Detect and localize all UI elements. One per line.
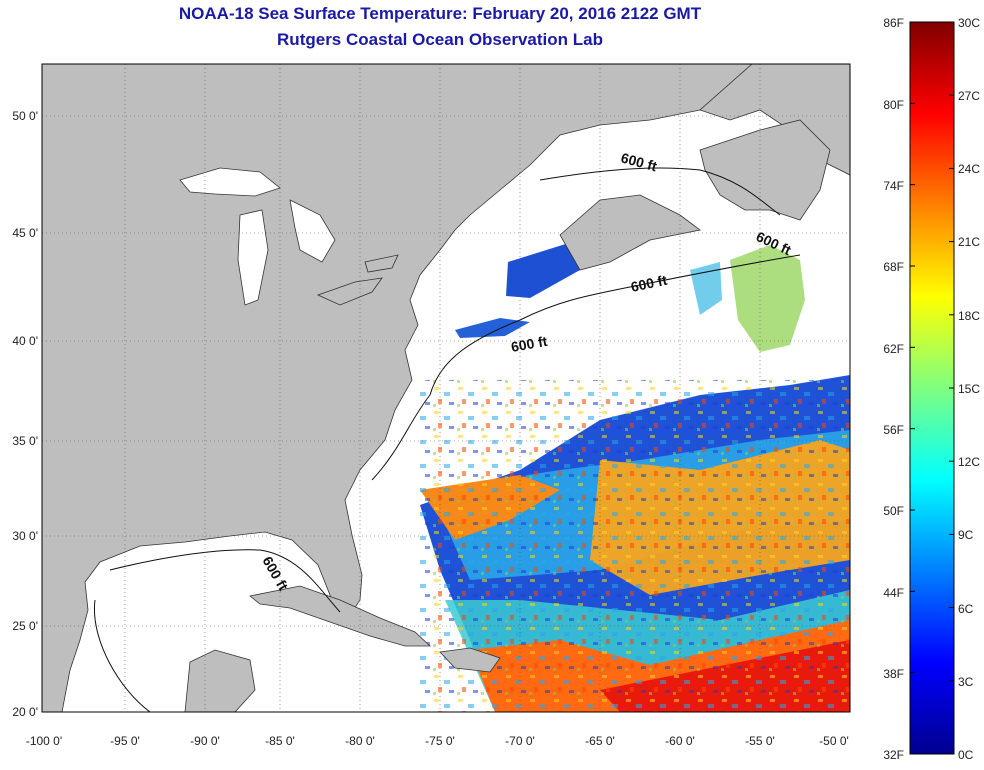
lat-tick-label: 20 0' <box>12 705 38 719</box>
c-label: 30C <box>958 16 980 30</box>
isobath-label: 600 ft <box>510 333 549 355</box>
lat-tick-label: 30 0' <box>12 529 38 543</box>
lat-tick-label: 40 0' <box>12 334 38 348</box>
lon-tick-label: -80 0' <box>345 734 375 748</box>
great-lakes <box>179 167 399 306</box>
lon-tick-label: -70 0' <box>505 734 535 748</box>
lon-tick-label: -100 0' <box>26 734 62 748</box>
isobath-600ft <box>93 167 801 712</box>
fahrenheit-labels: 86F 80F 74F 68F 62F 56F 50F 44F 38F 32F <box>883 16 904 762</box>
lon-tick-label: -60 0' <box>665 734 695 748</box>
longitude-labels: -100 0' -95 0' -90 0' -85 0' -80 0' -75 … <box>26 734 849 748</box>
map-title: NOAA-18 Sea Surface Temperature: Februar… <box>178 4 702 23</box>
lon-tick-label: -90 0' <box>190 734 220 748</box>
c-label: 24C <box>958 162 980 176</box>
f-label: 32F <box>883 748 904 762</box>
sst-swath <box>318 242 850 712</box>
f-label: 86F <box>883 16 904 30</box>
lon-tick-label: -85 0' <box>265 734 295 748</box>
lat-tick-label: 25 0' <box>12 619 38 633</box>
lon-tick-label: -75 0' <box>425 734 455 748</box>
colorbar-gradient <box>909 21 955 755</box>
lat-tick-label: 45 0' <box>12 226 38 240</box>
map-subtitle: Rutgers Coastal Ocean Observation Lab <box>277 30 603 49</box>
lon-tick-label: -50 0' <box>819 734 849 748</box>
f-label: 74F <box>883 179 904 193</box>
lat-tick-label: 35 0' <box>12 434 38 448</box>
graticule <box>42 64 850 712</box>
c-label: 12C <box>958 455 980 469</box>
f-label: 44F <box>883 586 904 600</box>
f-label: 62F <box>883 342 904 356</box>
f-label: 68F <box>883 260 904 274</box>
c-label: 18C <box>958 309 980 323</box>
lon-tick-label: -55 0' <box>745 734 775 748</box>
c-label: 15C <box>958 382 980 396</box>
land <box>42 64 850 712</box>
c-label: 9C <box>958 528 974 542</box>
c-label: 6C <box>958 602 974 616</box>
f-label: 50F <box>883 504 904 518</box>
c-label: 0C <box>958 748 974 762</box>
map-frame <box>41 63 851 713</box>
colorbar-ticks <box>910 21 954 755</box>
latitude-labels: 50 0' 45 0' 40 0' 35 0' 30 0' 25 0' 20 0… <box>12 109 38 719</box>
lat-tick-label: 50 0' <box>12 109 38 123</box>
f-label: 56F <box>883 423 904 437</box>
c-label: 27C <box>958 89 980 103</box>
celsius-labels: 30C 27C 24C 21C 18C 15C 12C 9C 6C 3C 0C <box>958 16 980 762</box>
c-label: 3C <box>958 675 974 689</box>
f-label: 80F <box>883 98 904 112</box>
c-label: 21C <box>958 235 980 249</box>
isobath-label: 600 ft <box>629 272 668 295</box>
lon-tick-label: -65 0' <box>585 734 615 748</box>
lon-tick-label: -95 0' <box>110 734 140 748</box>
f-label: 38F <box>883 667 904 681</box>
